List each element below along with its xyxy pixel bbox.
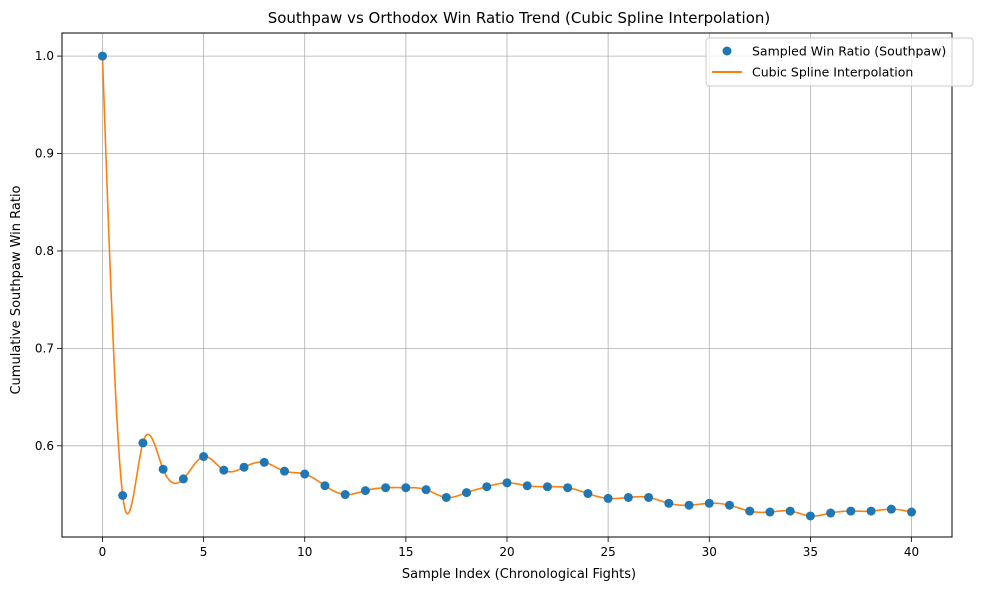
data-point xyxy=(866,506,876,516)
data-point xyxy=(522,481,532,491)
data-point xyxy=(421,485,431,495)
data-point xyxy=(381,483,391,493)
x-tick-label: 5 xyxy=(200,545,208,559)
data-point xyxy=(340,490,350,500)
data-point xyxy=(846,506,856,516)
data-point xyxy=(745,506,755,516)
data-point xyxy=(97,51,107,61)
data-point xyxy=(158,464,168,474)
y-tick-label: 1.0 xyxy=(35,49,54,63)
data-point xyxy=(603,493,613,503)
data-point xyxy=(664,498,674,508)
legend: Sampled Win Ratio (Southpaw) Cubic Splin… xyxy=(705,37,974,87)
legend-box xyxy=(705,37,974,87)
data-point xyxy=(886,504,896,514)
legend-label-scatter: Sampled Win Ratio (Southpaw) xyxy=(752,44,946,59)
x-axis-label: Sample Index (Chronological Fights) xyxy=(402,567,636,582)
data-point xyxy=(320,481,330,491)
y-tick-label: 0.7 xyxy=(35,341,54,355)
data-point xyxy=(805,511,815,521)
x-tick-label: 15 xyxy=(398,545,413,559)
data-point xyxy=(118,490,128,500)
y-axis-label: Cumulative Southpaw Win Ratio xyxy=(9,185,24,394)
legend-label-line: Cubic Spline Interpolation xyxy=(752,65,913,80)
data-point xyxy=(563,483,573,493)
data-point xyxy=(725,500,734,510)
data-point xyxy=(239,462,249,472)
chart-title: Southpaw vs Orthodox Win Ratio Trend (Cu… xyxy=(268,9,771,27)
data-point xyxy=(623,492,633,502)
x-tick-label: 10 xyxy=(297,545,312,559)
data-point xyxy=(482,482,492,492)
data-point xyxy=(300,469,310,479)
x-tick-label: 20 xyxy=(499,545,514,559)
data-point xyxy=(785,506,795,516)
data-point xyxy=(280,466,289,476)
data-point xyxy=(907,507,917,517)
data-point xyxy=(401,483,411,493)
legend-marker-scatter xyxy=(722,46,732,56)
y-axis-ticks: 0.6 0.7 0.8 0.9 1.0 xyxy=(35,49,62,453)
data-point xyxy=(502,478,512,488)
data-point xyxy=(178,474,188,484)
data-point xyxy=(219,465,229,475)
data-point xyxy=(259,457,269,467)
y-tick-label: 0.9 xyxy=(35,147,54,161)
data-point xyxy=(704,498,714,508)
data-point xyxy=(199,452,209,462)
x-tick-label: 30 xyxy=(702,545,717,559)
data-point xyxy=(138,438,148,448)
data-point xyxy=(462,488,472,498)
x-tick-label: 40 xyxy=(904,545,919,559)
scatter-series xyxy=(97,51,917,521)
y-tick-label: 0.6 xyxy=(35,439,54,453)
x-tick-label: 35 xyxy=(803,545,818,559)
x-axis-ticks: 0 5 10 15 20 25 30 35 40 xyxy=(99,537,919,559)
x-tick-label: 0 xyxy=(99,545,107,559)
data-point xyxy=(765,507,775,517)
y-tick-label: 0.8 xyxy=(35,244,54,258)
data-point xyxy=(644,492,654,502)
x-tick-label: 25 xyxy=(600,545,615,559)
data-point xyxy=(441,492,451,502)
grid-vertical-lines xyxy=(102,33,912,537)
data-point xyxy=(684,500,694,510)
data-point xyxy=(542,482,552,492)
data-point xyxy=(583,489,593,499)
data-point xyxy=(826,508,836,518)
data-point xyxy=(360,486,370,496)
